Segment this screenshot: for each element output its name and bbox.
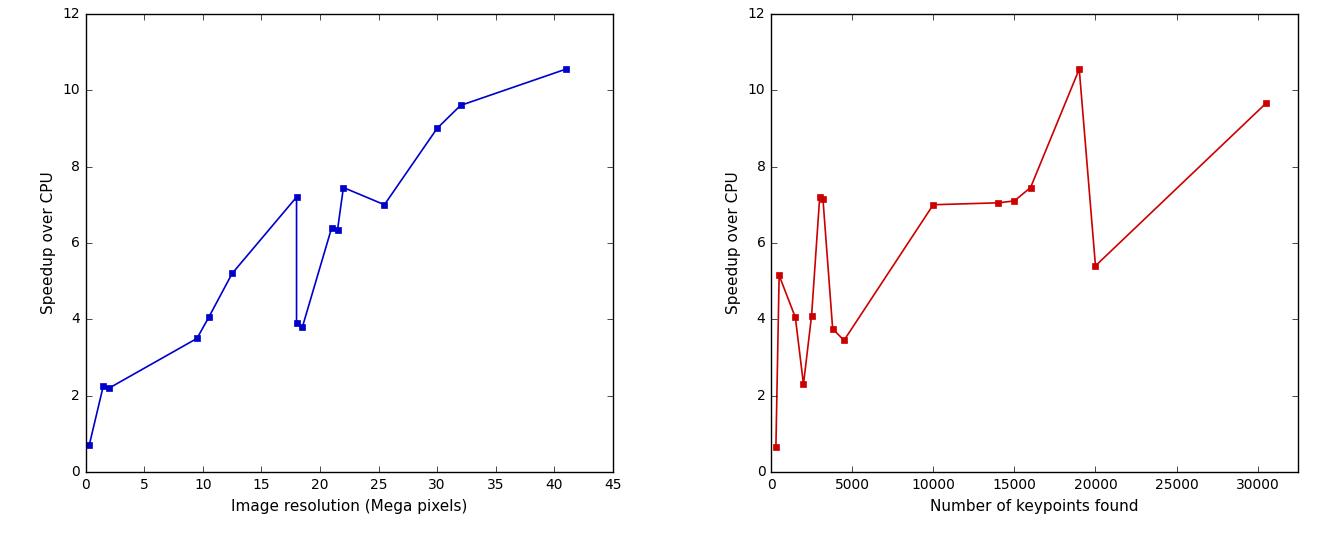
Y-axis label: Speedup over CPU: Speedup over CPU (41, 171, 55, 315)
X-axis label: Image resolution (Mega pixels): Image resolution (Mega pixels) (231, 498, 468, 514)
X-axis label: Number of keypoints found: Number of keypoints found (931, 498, 1139, 514)
Y-axis label: Speedup over CPU: Speedup over CPU (726, 171, 741, 315)
